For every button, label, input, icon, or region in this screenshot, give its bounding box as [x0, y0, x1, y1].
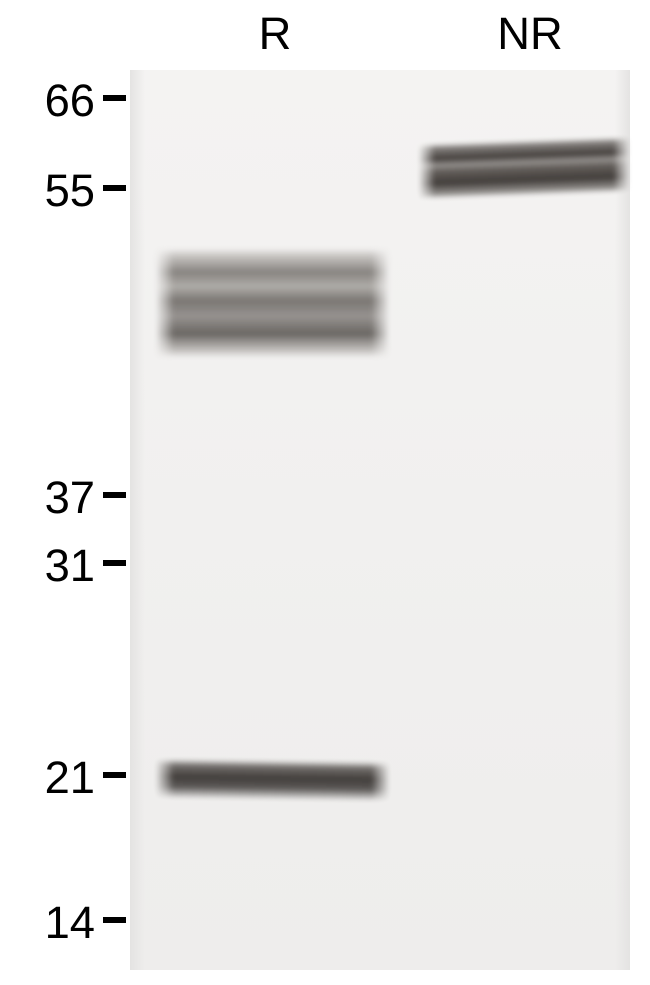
mw-label-14: 14: [0, 897, 95, 949]
mw-label-55: 55: [0, 165, 95, 217]
gel-figure: R NR 66 55 37 31 21 14: [0, 0, 650, 985]
mw-label-66: 66: [0, 75, 95, 127]
mw-tick-14: [103, 917, 126, 923]
mw-tick-55: [103, 185, 126, 191]
band-R-21: [155, 758, 390, 801]
band-R-45: [155, 248, 390, 358]
lane-header-reduced: R: [215, 8, 335, 60]
mw-label-37: 37: [0, 472, 95, 524]
mw-label-21: 21: [0, 752, 95, 804]
mw-tick-66: [103, 95, 126, 101]
mw-label-31: 31: [0, 540, 95, 592]
band-NR-55: [418, 136, 630, 199]
mw-tick-31: [103, 560, 126, 566]
mw-tick-37: [103, 492, 126, 498]
gel-background: [130, 70, 630, 970]
lane-header-nonreduced: NR: [470, 8, 590, 60]
mw-tick-21: [103, 772, 126, 778]
